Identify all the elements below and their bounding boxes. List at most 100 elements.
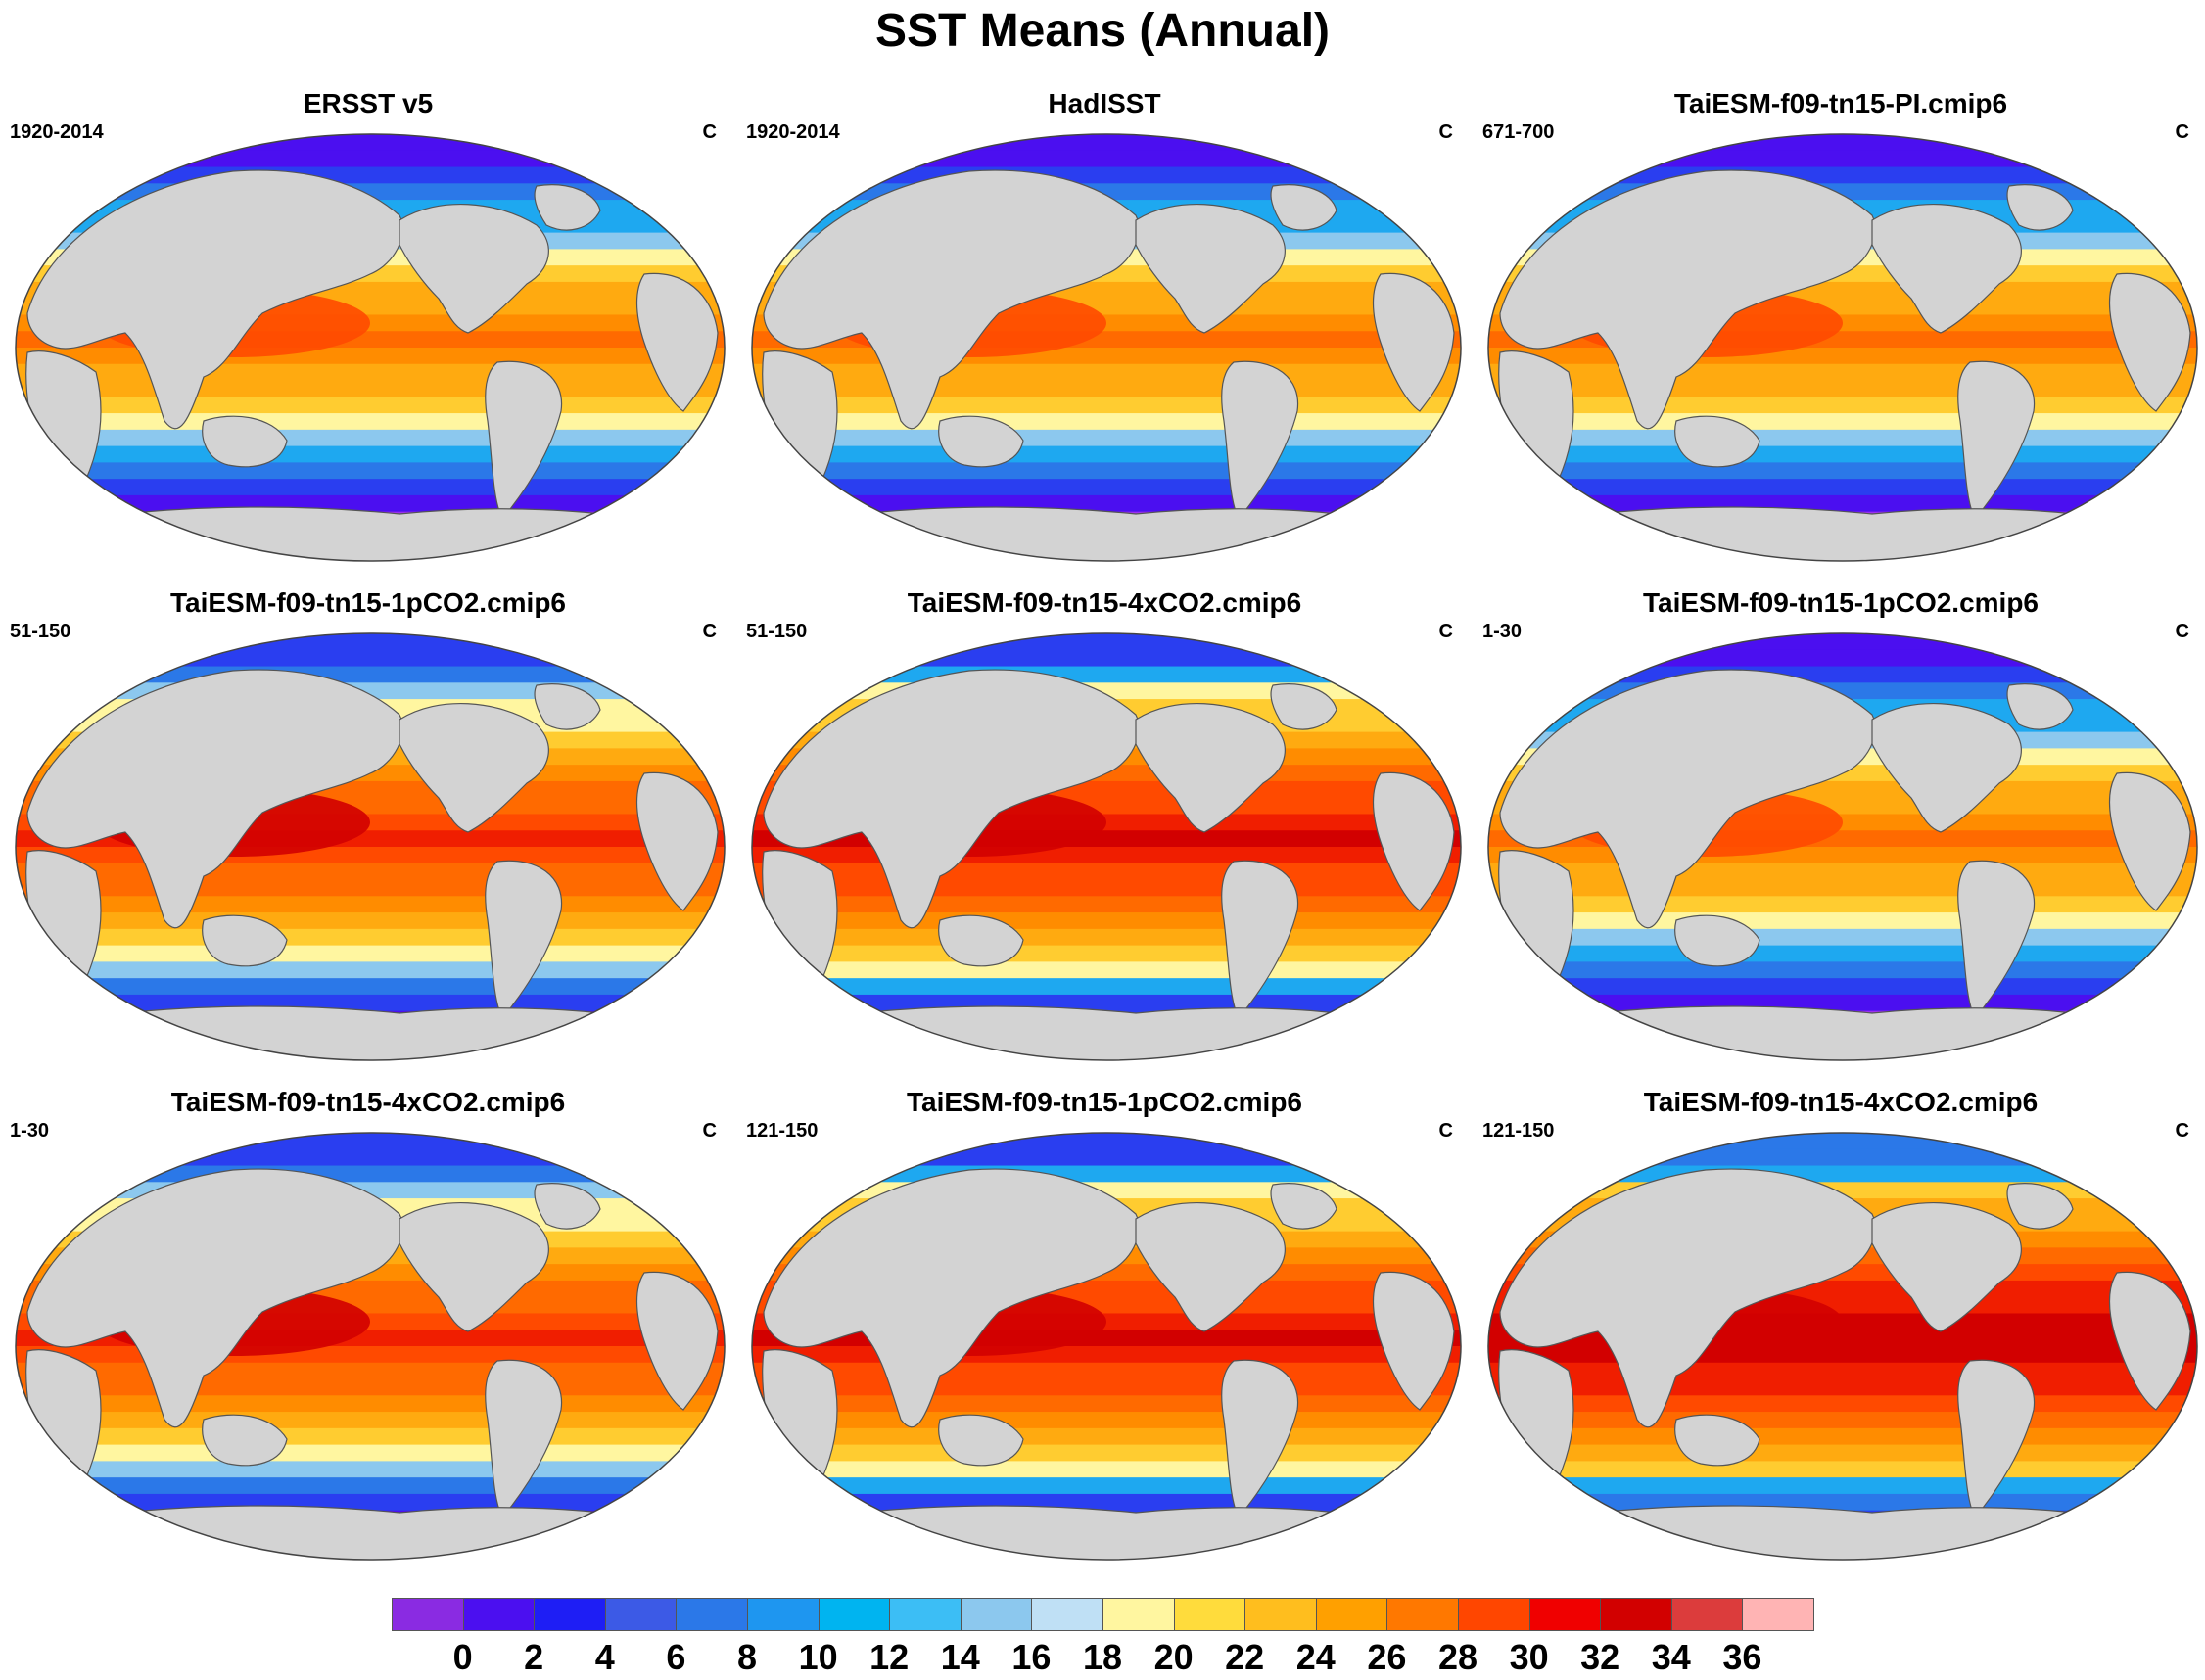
sst-band <box>752 1378 1461 1397</box>
colorbar-box <box>818 1598 891 1631</box>
land-mass <box>1372 771 1455 911</box>
colorbar-tick-label: 28 <box>1437 1637 1478 1677</box>
sst-band <box>1488 1444 2197 1463</box>
colorbar-tick-label: 24 <box>1295 1637 1336 1677</box>
sst-map <box>1487 632 2198 1061</box>
colorbar-box <box>462 1598 536 1631</box>
panel-title: TaiESM-f09-tn15-1pCO2.cmip6 <box>906 1087 1303 1117</box>
sst-band <box>1488 413 2197 431</box>
panel-title: TaiESM-f09-tn15-4xCO2.cmip6 <box>170 1087 566 1117</box>
map-panel: TaiESM-f09-tn15-4xCO2.cmip6 1-30 C <box>0 1087 736 1576</box>
sst-band <box>752 978 1461 996</box>
panel-title: TaiESM-f09-tn15-4xCO2.cmip6 <box>907 587 1302 618</box>
sst-band <box>16 879 725 898</box>
sst-band <box>1488 912 2197 930</box>
sst-band <box>752 494 1461 513</box>
land-mass <box>1498 1349 1574 1501</box>
panel-title: ERSST v5 <box>303 88 434 118</box>
sst-band <box>16 1493 725 1512</box>
map-panel: TaiESM-f09-tn15-1pCO2.cmip6 1-30 C <box>1473 587 2205 1077</box>
sst-band <box>1488 1493 2197 1512</box>
sst-band <box>752 150 1461 168</box>
panel-period: 1-30 <box>10 1120 50 1142</box>
sst-band <box>752 879 1461 898</box>
sst-band <box>752 896 1461 914</box>
panel-period: 671-700 <box>1482 121 1555 143</box>
sst-band <box>752 1133 1461 1150</box>
sst-band <box>1488 961 2197 980</box>
sst-band <box>752 1395 1461 1414</box>
sst-band <box>16 1412 725 1429</box>
land-mass <box>534 184 601 231</box>
land-mass <box>202 914 288 967</box>
colorbar <box>392 1598 1814 1633</box>
land-mass <box>84 506 666 561</box>
sst-band <box>16 666 725 684</box>
colorbar-box <box>1742 1598 1814 1631</box>
land-mass <box>84 1005 666 1060</box>
sst-band <box>16 462 725 481</box>
panel-units: C <box>702 121 717 143</box>
sst-band <box>752 1493 1461 1512</box>
land-mass <box>534 1183 601 1230</box>
sst-band <box>1488 479 2197 496</box>
colorbar-box <box>1315 1598 1388 1631</box>
sst-band <box>16 134 725 152</box>
sst-band <box>16 1148 725 1167</box>
land-mass <box>84 1505 666 1560</box>
sst-band <box>1488 134 2197 152</box>
sst-band <box>1488 166 2197 185</box>
land-mass <box>821 506 1402 561</box>
land-mass <box>1135 203 1286 334</box>
map-border <box>751 632 1462 1061</box>
land-mass <box>635 272 719 412</box>
land-mass <box>821 1005 1402 1060</box>
land-mass <box>25 1349 102 1501</box>
sst-map <box>15 133 726 562</box>
colorbar-box <box>1458 1598 1530 1631</box>
land-mass <box>1135 702 1286 833</box>
land-mass <box>25 850 102 1002</box>
sst-band <box>1488 1133 2197 1150</box>
colorbar-box <box>676 1598 748 1631</box>
land-mass <box>1674 914 1760 967</box>
sst-band <box>752 633 1461 651</box>
sst-band <box>1488 1165 2197 1184</box>
sst-band <box>752 479 1461 496</box>
map-border <box>1487 133 2198 562</box>
sst-band <box>1488 847 2197 864</box>
panel-period: 51-150 <box>746 621 808 642</box>
sst-band <box>16 961 725 980</box>
sst-band <box>1488 462 2197 481</box>
panel-period: 1920-2014 <box>746 121 840 143</box>
map-border <box>751 1132 1462 1561</box>
sst-band <box>16 633 725 651</box>
panel-title: TaiESM-f09-tn15-4xCO2.cmip6 <box>1643 1087 2039 1117</box>
land-mass <box>1372 272 1455 412</box>
sst-band <box>16 978 725 996</box>
map-border <box>15 1132 726 1561</box>
land-mass <box>1871 203 2022 334</box>
land-mass <box>2006 683 2074 730</box>
sst-band <box>1488 150 2197 168</box>
sst-map <box>15 1132 726 1561</box>
sst-band <box>1488 1378 2197 1397</box>
sst-band <box>1488 945 2197 963</box>
sst-band <box>1488 896 2197 914</box>
land-mass <box>2108 1271 2191 1411</box>
land-mass <box>1499 169 1876 430</box>
land-mass <box>26 1168 403 1428</box>
sst-band <box>1488 978 2197 996</box>
panel-period: 121-150 <box>746 1120 819 1142</box>
map-border <box>15 133 726 562</box>
colorbar-tick-label: 30 <box>1509 1637 1549 1677</box>
sst-band <box>752 397 1461 415</box>
colorbar-tick-label: 26 <box>1367 1637 1407 1677</box>
map-panel: ERSST v5 1920-2014 C <box>0 88 736 578</box>
sst-band <box>1488 863 2197 881</box>
colorbar-tick-label: 32 <box>1580 1637 1620 1677</box>
map-panel: TaiESM-f09-tn15-4xCO2.cmip6 121-150 C <box>1473 1087 2205 1576</box>
land-mass <box>2006 184 2074 231</box>
sst-band <box>16 1395 725 1414</box>
sst-band <box>752 1461 1461 1479</box>
